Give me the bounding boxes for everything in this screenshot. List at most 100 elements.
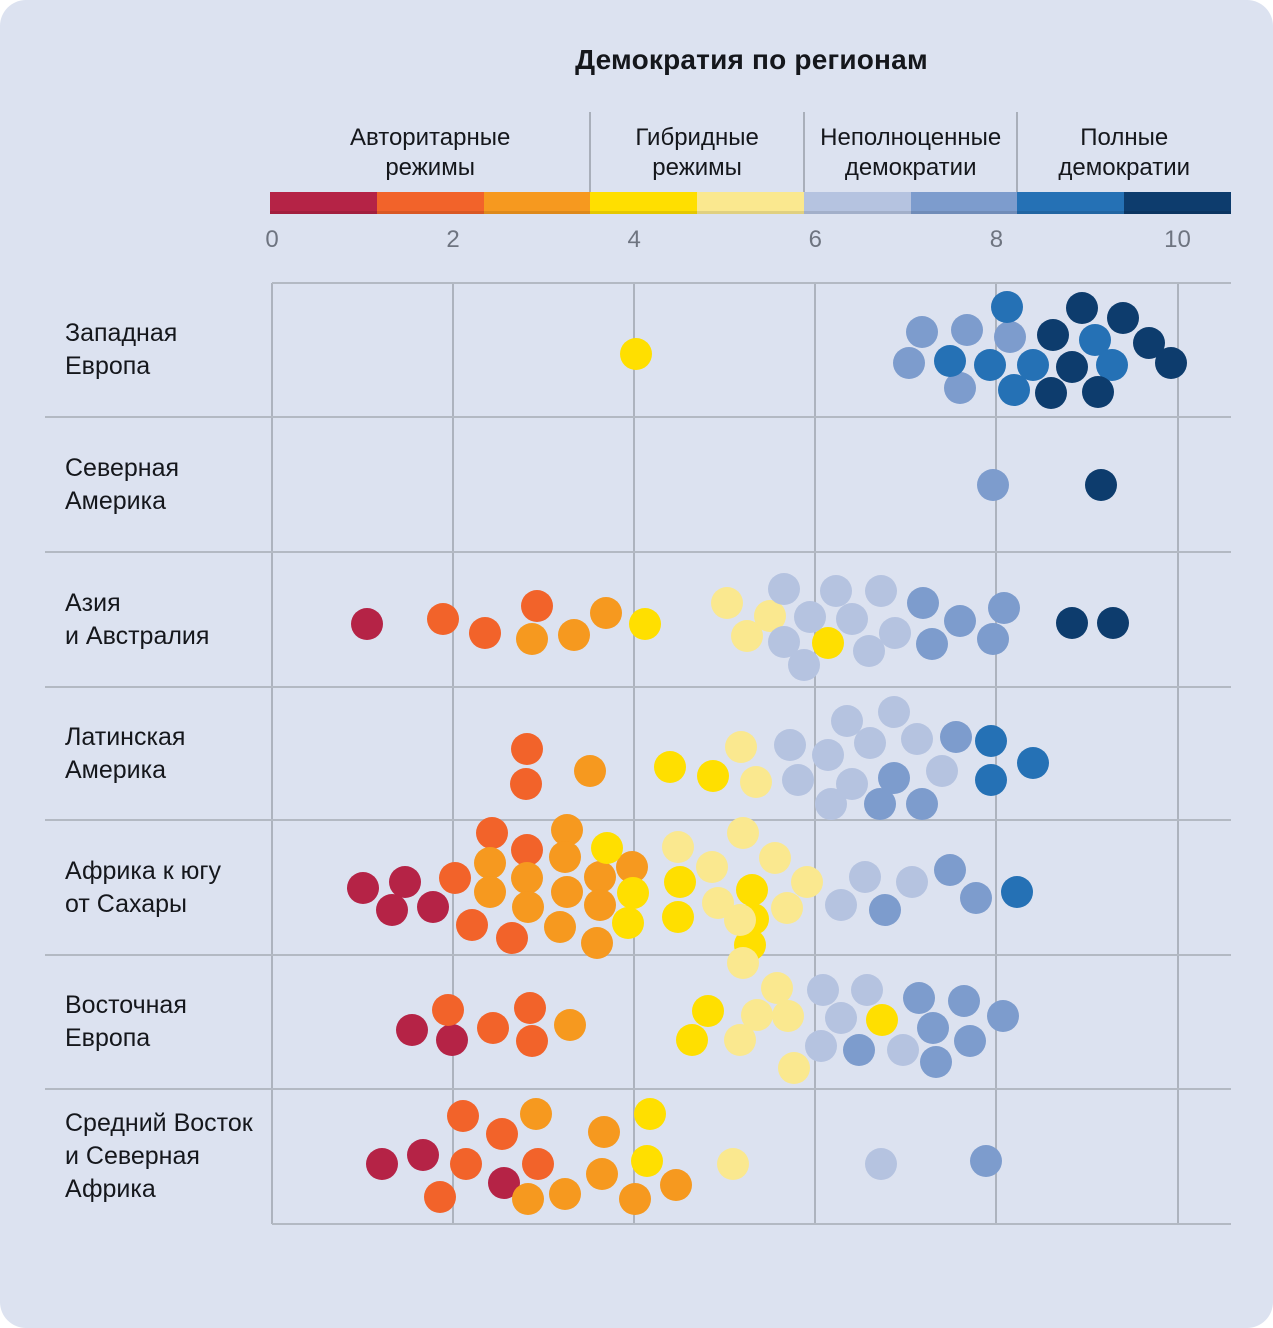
country-dot: [976, 622, 1009, 655]
country-dot: [551, 813, 584, 846]
legend-segment: [483, 192, 591, 214]
country-dot: [553, 1009, 586, 1041]
country-dot: [777, 1052, 810, 1084]
country-dot: [376, 893, 409, 926]
country-dot: [661, 900, 694, 933]
legend-category-label: Полные демократии: [1058, 124, 1191, 181]
row-separator: [45, 954, 1231, 956]
region-label: Восточная Европа: [65, 991, 187, 1052]
plot-border-line: [272, 282, 1231, 284]
country-dot: [611, 906, 644, 939]
country-dot: [974, 349, 1007, 381]
country-dot: [944, 372, 977, 404]
country-dot: [511, 732, 544, 765]
country-dot: [804, 1030, 837, 1062]
country-dot: [896, 865, 929, 898]
country-dot: [588, 1115, 621, 1148]
legend-divider: [1016, 112, 1019, 192]
country-dot: [771, 891, 804, 924]
country-dot: [1037, 319, 1070, 351]
country-dot: [436, 1024, 469, 1056]
vertical-gridline: [271, 283, 273, 1224]
country-dot: [835, 602, 868, 635]
country-dot: [659, 1168, 692, 1201]
country-dot: [476, 1012, 509, 1044]
country-dot: [1097, 606, 1130, 639]
country-dot: [773, 728, 806, 761]
country-dot: [583, 860, 616, 893]
row-separator: [45, 819, 1231, 821]
country-dot: [522, 1147, 555, 1180]
country-dot: [512, 890, 545, 923]
country-dot: [351, 607, 384, 640]
country-dot: [934, 345, 967, 377]
country-dot: [515, 1025, 548, 1057]
country-dot: [630, 1144, 663, 1177]
legend-segment: [803, 192, 912, 214]
country-dot: [866, 1004, 899, 1036]
country-dot: [842, 1034, 875, 1066]
country-dot: [549, 1177, 582, 1210]
country-dot: [916, 627, 949, 660]
country-dot: [633, 1097, 666, 1130]
country-dot: [590, 596, 623, 629]
country-dot: [820, 574, 853, 607]
country-dot: [438, 861, 471, 894]
country-dot: [676, 1024, 709, 1056]
country-dot: [664, 865, 697, 898]
country-dot: [423, 1180, 456, 1213]
legend-segment: [910, 192, 1018, 214]
country-dot: [696, 850, 729, 883]
legend-segment: [270, 192, 378, 214]
country-dot: [814, 787, 847, 820]
country-dot: [661, 830, 694, 863]
axis-tick-label: 2: [446, 226, 460, 253]
country-dot: [427, 602, 460, 635]
country-dot: [619, 1182, 652, 1215]
country-dot: [788, 648, 821, 681]
country-dot: [476, 816, 509, 849]
country-dot: [447, 1099, 480, 1132]
country-dot: [456, 908, 489, 941]
country-dot: [735, 873, 768, 906]
country-dot: [1084, 468, 1117, 501]
country-dot: [849, 860, 882, 893]
country-dot: [1096, 349, 1129, 381]
country-dot: [793, 600, 826, 633]
legend-category-label: Гибридные режимы: [635, 124, 759, 181]
country-dot: [865, 1147, 898, 1180]
country-dot: [954, 1025, 987, 1057]
country-dot: [1034, 377, 1067, 409]
vertical-gridline: [452, 283, 455, 1224]
country-dot: [1001, 875, 1034, 908]
country-dot: [869, 893, 902, 926]
country-dot: [417, 890, 450, 923]
country-dot: [716, 1147, 749, 1180]
legend-category-label: Неполноценные демократии: [820, 124, 1002, 181]
country-dot: [939, 720, 972, 753]
country-dot: [509, 767, 542, 800]
country-dot: [907, 586, 940, 619]
country-dot: [853, 726, 886, 759]
country-dot: [558, 618, 591, 651]
country-dot: [1016, 349, 1049, 381]
country-dot: [824, 1002, 857, 1034]
plot-border-line: [272, 1223, 1231, 1225]
legend-segment: [376, 192, 485, 214]
country-dot: [591, 831, 624, 864]
country-dot: [987, 591, 1020, 624]
legend-divider: [589, 112, 592, 192]
country-dot: [573, 754, 606, 787]
country-dot: [878, 695, 911, 728]
chart-title: Демократия по регионам: [575, 44, 928, 75]
country-dot: [906, 787, 939, 820]
country-dot: [811, 738, 844, 771]
axis-tick-label: 8: [989, 226, 1004, 253]
legend-segment: [1017, 192, 1125, 214]
country-dot: [892, 347, 925, 379]
country-dot: [543, 910, 576, 943]
country-dot: [629, 607, 662, 640]
country-dot: [974, 724, 1007, 757]
country-dot: [520, 1097, 553, 1130]
